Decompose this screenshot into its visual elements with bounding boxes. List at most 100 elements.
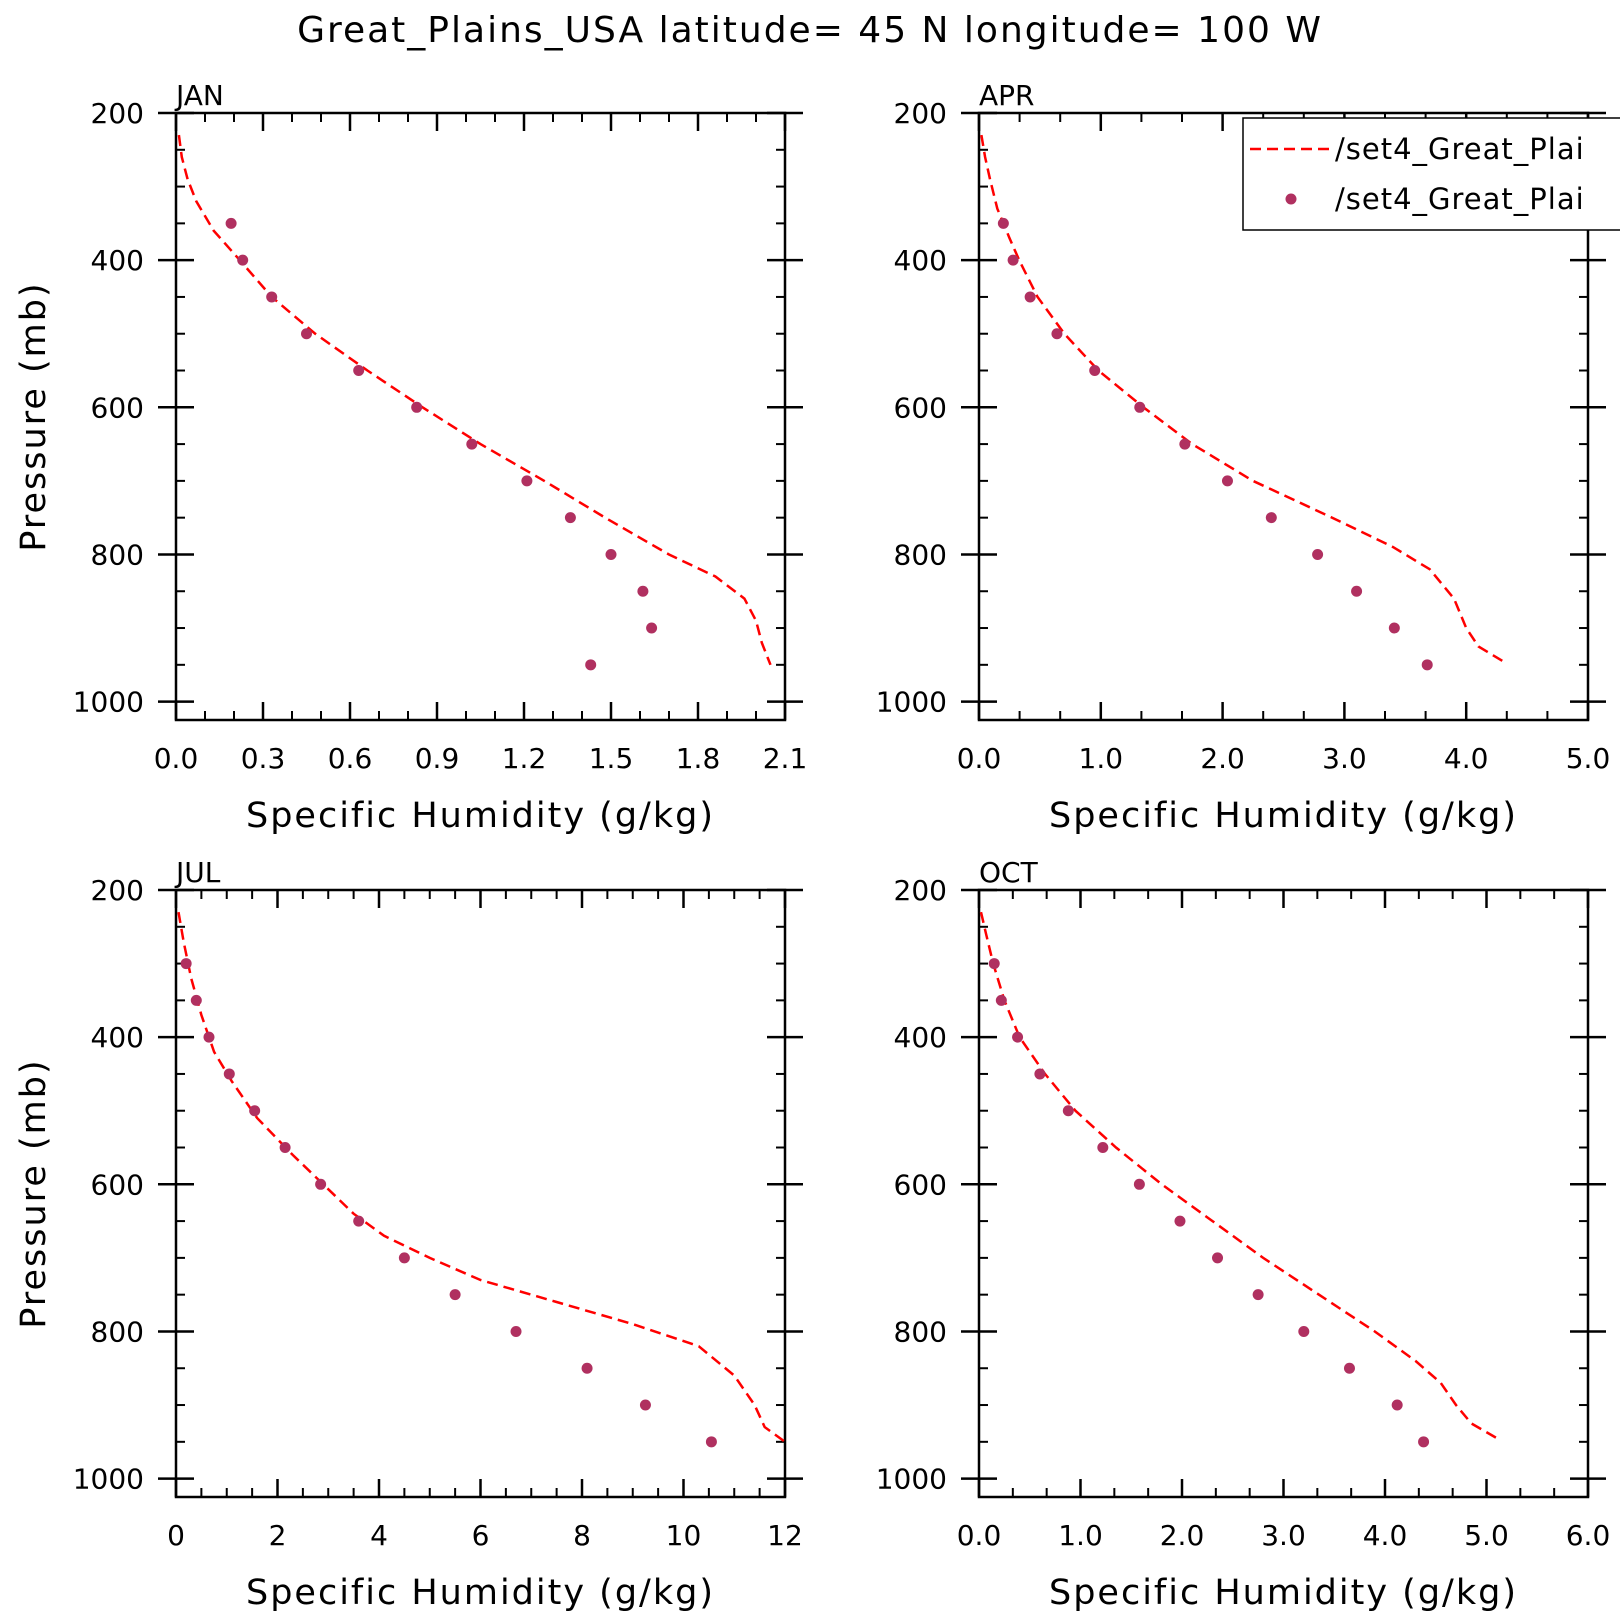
obs-point: [1089, 365, 1101, 377]
obs-point: [1351, 585, 1363, 597]
x-tick-label: 4.0: [1363, 1519, 1408, 1552]
x-axis-label: Specific Humidity (g/kg): [246, 1573, 715, 1613]
panel-label: JUL: [174, 856, 221, 889]
legend-box: [1242, 117, 1620, 231]
x-tick-label: 10: [666, 1519, 702, 1552]
obs-point: [1024, 291, 1036, 303]
obs-point: [1007, 254, 1019, 266]
obs-point: [223, 1068, 235, 1080]
obs-point: [1097, 1142, 1109, 1154]
obs-point: [466, 438, 478, 450]
x-tick-label: 3.0: [1261, 1519, 1306, 1552]
x-tick-label: 1.2: [502, 742, 547, 775]
y-tick-label: 1000: [73, 686, 144, 719]
x-tick-label: 1.5: [589, 742, 634, 775]
model-profile-line: [177, 911, 786, 1443]
obs-point: [521, 475, 533, 487]
x-tick-label: 8: [573, 1519, 591, 1552]
panel-label: JAN: [174, 79, 224, 112]
obs-point: [1012, 1031, 1024, 1043]
x-tick-label: 2.0: [1200, 742, 1245, 775]
panel-oct: OCT 0.0 1.0 2.0 3.0 4.0 5.0 6.0 200 400 600 800 1000…: [876, 856, 1611, 1613]
x-tick-label: 6: [472, 1519, 490, 1552]
obs-point: [1174, 1215, 1186, 1227]
obs-point: [225, 217, 237, 229]
legend-label-model: /set4_Great_Plai: [1335, 132, 1585, 166]
y-tick-label: 200: [91, 97, 144, 130]
panel-jan: JAN 0.0 0.3 0.6 0.9 1.2 1.5 1.8 2.1 200 400 600 800 1…: [14, 79, 807, 836]
obs-point: [1034, 1068, 1046, 1080]
legend-dot-swatch: [1285, 193, 1297, 205]
obs-point: [1298, 1325, 1310, 1337]
x-tick-label: 0.6: [328, 742, 373, 775]
obs-point: [988, 958, 1000, 970]
obs-point: [1265, 512, 1277, 524]
y-tick-label: 1000: [876, 686, 947, 719]
obs-point: [637, 585, 649, 597]
obs-point: [997, 217, 1009, 229]
y-tick-label: 600: [894, 391, 947, 424]
obs-point: [705, 1436, 717, 1448]
y-tick-label: 800: [91, 538, 144, 571]
obs-point: [449, 1289, 461, 1301]
x-tick-label: 5.0: [1464, 1519, 1509, 1552]
x-axis-label: Specific Humidity (g/kg): [246, 796, 715, 836]
plot-frame: [174, 888, 787, 1499]
y-tick-label: 400: [894, 244, 947, 277]
x-axis-label: Specific Humidity (g/kg): [1049, 1573, 1518, 1613]
obs-point: [180, 958, 192, 970]
obs-point: [203, 1031, 215, 1043]
y-tick-label: 600: [91, 391, 144, 424]
legend-label-obs: /set4_Great_Plai: [1335, 182, 1585, 216]
y-tick-label: 200: [894, 97, 947, 130]
x-tick-label: 6.0: [1566, 1519, 1611, 1552]
panels: JAN 0.0 0.3 0.6 0.9 1.2 1.5 1.8 2.1 200 400 600 800 1…: [14, 79, 1610, 1613]
obs-point: [639, 1399, 651, 1411]
y-tick-label: 1000: [876, 1463, 947, 1496]
obs-point: [510, 1325, 522, 1337]
obs-point: [995, 994, 1007, 1006]
obs-point: [411, 401, 423, 413]
x-tick-label: 1.0: [1058, 1519, 1103, 1552]
y-tick-label: 400: [91, 1021, 144, 1054]
x-axis-label: Specific Humidity (g/kg): [1049, 796, 1518, 836]
obs-point: [301, 328, 312, 340]
obs-point: [585, 659, 597, 671]
x-tick-label: 4: [370, 1519, 388, 1552]
obs-point: [1388, 622, 1400, 634]
y-axis-label: Pressure (mb): [14, 1058, 54, 1328]
y-tick-label: 800: [894, 538, 947, 571]
obs-point: [1418, 1436, 1430, 1448]
obs-point: [237, 254, 249, 266]
obs-point: [1051, 328, 1063, 340]
x-tick-label: 0.0: [957, 742, 1002, 775]
x-tick-label: 1.0: [1079, 742, 1124, 775]
obs-point: [1421, 659, 1433, 671]
obs-point: [353, 365, 365, 377]
obs-point: [581, 1362, 593, 1374]
obs-point: [564, 512, 576, 524]
panel-jul: JUL 0 2 4 6 8 10 12 200 400 600 800 1000 Specific Hum…: [14, 856, 803, 1613]
y-axis-label: Pressure (mb): [14, 281, 54, 551]
x-tick-label: 2: [269, 1519, 287, 1552]
obs-point: [646, 622, 658, 634]
obs-point: [1212, 1252, 1224, 1264]
panel-apr: APR 0.0 1.0 2.0 3.0 4.0 5.0 200 400 600 800 1000 Spe…: [876, 79, 1611, 836]
obs-point: [1312, 548, 1324, 560]
obs-point: [266, 291, 278, 303]
x-tick-label: 2.0: [1160, 1519, 1205, 1552]
x-tick-label: 0.3: [241, 742, 286, 775]
obs-point: [279, 1142, 291, 1154]
x-tick-label: 2.1: [763, 742, 808, 775]
obs-point: [1391, 1399, 1403, 1411]
plot-frame: [977, 888, 1590, 1499]
obs-point: [1133, 1178, 1145, 1190]
model-profile-line: [979, 911, 1498, 1440]
x-tick-label: 0.9: [415, 742, 460, 775]
y-tick-label: 200: [894, 874, 947, 907]
y-tick-label: 800: [894, 1315, 947, 1348]
obs-point: [353, 1215, 365, 1227]
y-tick-label: 200: [91, 874, 144, 907]
x-tick-label: 0.0: [154, 742, 199, 775]
